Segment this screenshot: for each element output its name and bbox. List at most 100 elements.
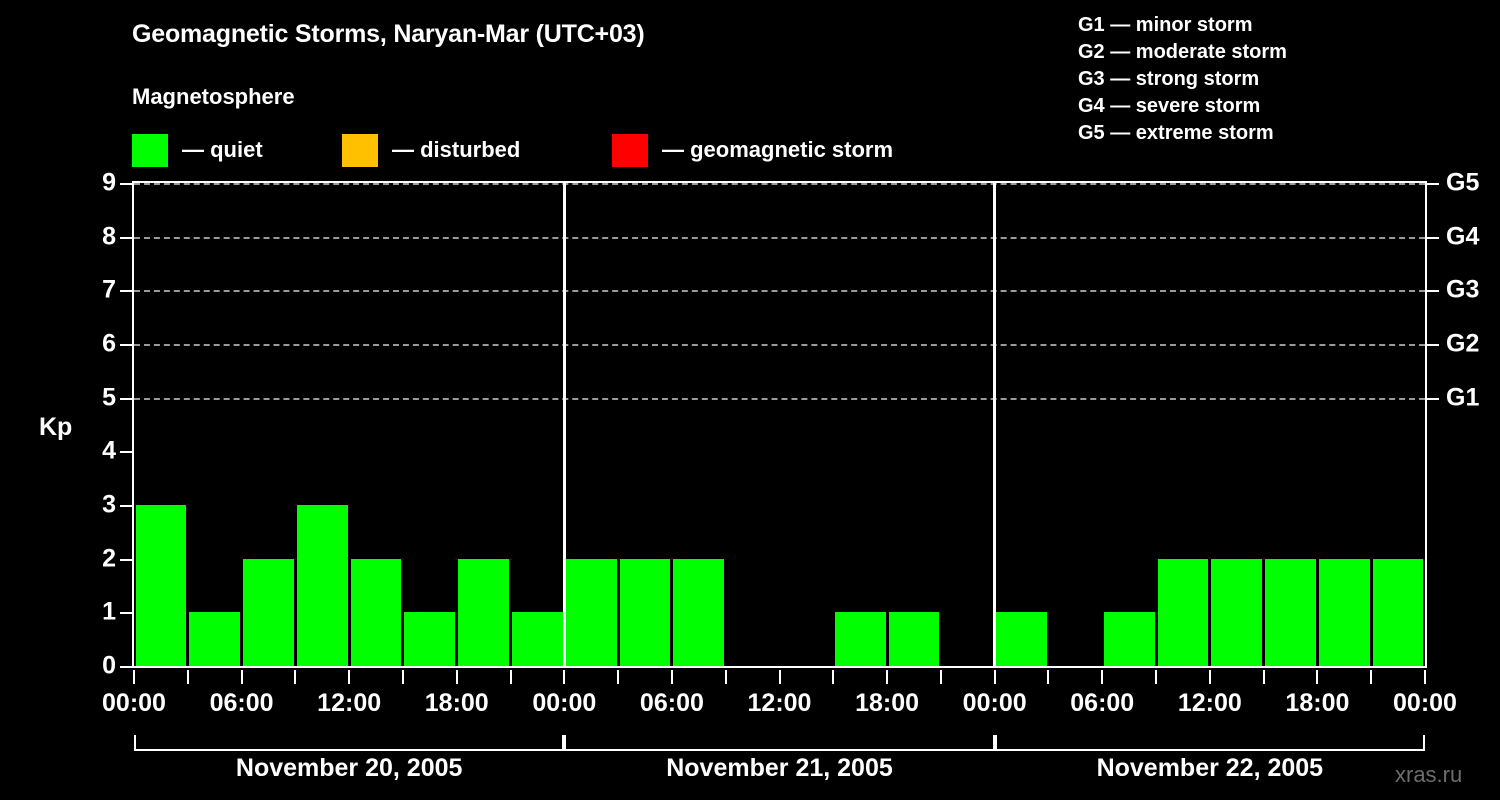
x-tick-mark [1155, 670, 1158, 684]
disturbed-color-swatch [342, 133, 378, 167]
y-tick-mark-0 [120, 666, 132, 668]
y-tick-mark-2 [120, 558, 132, 561]
x-tick-mark [1101, 670, 1104, 684]
y-axis-title: Kp [39, 413, 73, 441]
gridline-kp-6 [134, 344, 1425, 346]
x-tick-mark [670, 670, 673, 684]
y-tick-label-6: 6 [102, 329, 116, 358]
x-tick-label: 06:00 [209, 689, 274, 717]
bar [1211, 558, 1263, 666]
x-tick-label: 18:00 [1285, 689, 1350, 717]
magnetosphere-subtitle: Magnetosphere [132, 84, 295, 109]
y-tick-label-9: 9 [102, 168, 116, 197]
x-tick-label: 12:00 [747, 689, 812, 717]
x-tick-mark [617, 670, 620, 684]
bar [565, 558, 617, 666]
date-label: November 21, 2005 [666, 754, 893, 782]
y-tick-label-5: 5 [102, 383, 116, 412]
y-tick-label-2: 2 [102, 544, 116, 573]
x-tick-mark [1047, 670, 1050, 684]
page-title: Geomagnetic Storms, Naryan-Mar (UTC+03) [132, 20, 645, 48]
x-tick-mark [1262, 670, 1265, 684]
date-bracket [134, 735, 565, 751]
g-tick-mark-g2 [1427, 344, 1439, 346]
x-tick-mark [832, 670, 835, 684]
bar [135, 505, 187, 666]
x-tick-mark [563, 670, 566, 684]
date-bracket [564, 735, 995, 751]
x-tick-label: 00:00 [962, 689, 1027, 717]
legend-entry-storm: — geomagnetic storm [612, 132, 893, 168]
y-tick-mark-5 [120, 397, 132, 400]
g-legend-row-g4: G4 — severe storm [1078, 95, 1261, 117]
bar [1265, 558, 1316, 666]
g-axis-label-g1: G1 [1446, 383, 1480, 412]
bar [834, 612, 886, 666]
day-separator [562, 183, 566, 666]
x-tick-mark [1208, 670, 1211, 684]
plot-area [132, 181, 1427, 668]
x-tick-mark [1316, 670, 1319, 684]
x-tick-mark [294, 670, 297, 684]
bar [996, 612, 1047, 666]
g-tick-mark-g4 [1427, 236, 1439, 239]
g-legend-row-g1: G1 — minor storm [1078, 14, 1253, 36]
x-tick-mark [993, 670, 996, 684]
g-axis-label-g4: G4 [1446, 222, 1480, 251]
day-separator [993, 183, 997, 666]
x-tick-label: 00:00 [1393, 689, 1457, 717]
x-tick-mark [133, 670, 135, 684]
y-tick-mark-7 [120, 290, 132, 293]
g-axis-label-g2: G2 [1446, 329, 1480, 358]
storm-color-swatch [612, 133, 648, 167]
legend-label-disturbed: — disturbed [392, 137, 521, 162]
g-legend-row-g5: G5 — extreme storm [1078, 122, 1274, 144]
gridline-kp-8 [134, 236, 1425, 239]
bar [1372, 558, 1424, 666]
y-tick-mark-9 [120, 183, 132, 185]
x-tick-mark [186, 670, 189, 684]
x-tick-label: 12:00 [317, 689, 382, 717]
bar [888, 612, 940, 666]
legend-entry-disturbed: — disturbed [342, 132, 520, 168]
bar [1103, 612, 1155, 666]
g-tick-mark-g3 [1427, 290, 1439, 293]
bar [404, 612, 456, 666]
y-tick-mark-6 [120, 344, 132, 346]
bar [350, 558, 402, 666]
g-axis-label-g3: G3 [1446, 275, 1480, 304]
legend-entry-quiet: — quiet [132, 132, 263, 168]
x-tick-label: 00:00 [532, 689, 597, 717]
x-tick-mark [240, 670, 243, 684]
y-tick-label-1: 1 [102, 597, 116, 626]
x-tick-label: 12:00 [1177, 689, 1242, 717]
y-tick-mark-3 [120, 505, 132, 507]
bar [1318, 558, 1370, 666]
g-legend-row-g2: G2 — moderate storm [1078, 41, 1287, 63]
y-tick-label-3: 3 [102, 490, 116, 519]
date-label: November 22, 2005 [1096, 754, 1324, 782]
g-tick-mark-g5 [1427, 183, 1439, 185]
bar [1157, 558, 1209, 666]
y-tick-mark-1 [120, 612, 132, 615]
legend-label-quiet: — quiet [182, 137, 263, 162]
x-tick-mark [401, 670, 404, 684]
date-bracket [994, 735, 1425, 751]
bar [189, 612, 241, 666]
x-tick-mark [886, 670, 889, 684]
x-tick-mark [778, 670, 781, 684]
y-tick-mark-4 [120, 451, 132, 454]
y-tick-label-4: 4 [102, 436, 116, 465]
x-tick-mark [1370, 670, 1373, 684]
bar [243, 558, 294, 666]
bar [458, 558, 510, 666]
x-tick-label: 00:00 [102, 689, 166, 717]
y-tick-mark-8 [120, 236, 132, 239]
bar [512, 612, 563, 666]
x-tick-label: 18:00 [424, 689, 489, 717]
x-tick-mark [939, 670, 942, 684]
x-tick-mark [455, 670, 458, 684]
watermark: xras.ru [1395, 762, 1463, 787]
x-tick-mark [724, 670, 727, 684]
x-tick-mark [348, 670, 351, 684]
